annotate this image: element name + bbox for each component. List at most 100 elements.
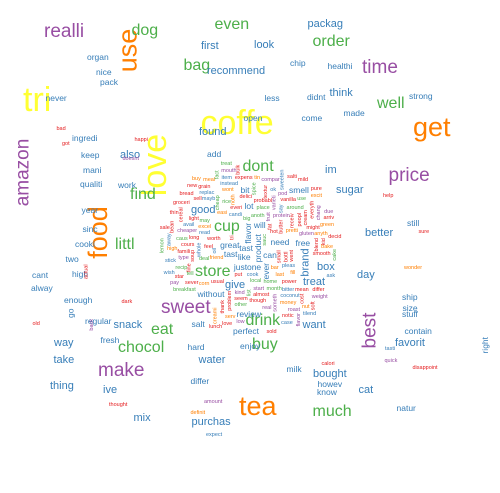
cloud-word: anoth [250, 213, 265, 220]
cloud-word: gluten [298, 231, 314, 238]
cloud-word: day [357, 268, 375, 281]
cloud-word: thing [50, 379, 74, 392]
cloud-word: ask [326, 273, 336, 280]
cloud-word: order [312, 33, 350, 50]
cloud-word: tea [239, 390, 277, 421]
cloud-word: ok [270, 186, 277, 193]
cloud-word: sure [418, 229, 430, 235]
cloud-word: even [214, 16, 250, 33]
cloud-word: read [199, 230, 211, 237]
cloud-word: rice [222, 198, 232, 205]
cloud-word: keep [81, 149, 100, 160]
cloud-word: cake [332, 248, 339, 261]
cloud-word: bag [183, 57, 211, 74]
cloud-word: receiv [289, 212, 296, 228]
cloud-word: caus [176, 235, 188, 242]
cloud-word: milk [286, 363, 302, 374]
cloud-word: use [297, 195, 307, 202]
cloud-word: low [236, 318, 245, 325]
cloud-word: box [317, 260, 335, 273]
cloud-word: usual [210, 279, 225, 286]
cloud-word: im [325, 163, 337, 176]
cloud-word: lot [244, 200, 254, 211]
cloud-word: natur [396, 402, 416, 413]
cloud-word: ingredi [72, 132, 98, 143]
cloud-word: bad [56, 126, 66, 132]
cloud-word: way [54, 336, 74, 349]
cloud-word: nice [96, 66, 112, 77]
cloud-word: stuff [402, 308, 418, 319]
cloud-word: decid [328, 234, 342, 240]
cloud-word: dark [121, 299, 133, 305]
cloud-word: place [256, 205, 270, 212]
cloud-word: recip [175, 264, 188, 271]
cloud-word: tast [223, 249, 238, 260]
cloud-word: store [195, 263, 231, 280]
cloud-word: find [130, 186, 156, 203]
cloud-word: light [188, 215, 199, 222]
cloud-word: differ [190, 375, 210, 386]
cloud-word: long [188, 234, 200, 241]
cloud-word: much [312, 403, 352, 420]
cloud-word: everi [230, 204, 243, 211]
cloud-word: flavor [243, 222, 254, 244]
cloud-word: delici [239, 193, 252, 200]
cloud-word: candi [228, 211, 243, 218]
cloud-word: fill [290, 269, 296, 276]
cloud-word: dont [242, 158, 274, 175]
cloud-word: realli [44, 20, 85, 42]
cloud-word: excit [310, 193, 323, 200]
cloud-word: tri [23, 81, 52, 119]
cloud-word: groceri [172, 200, 190, 207]
cloud-word: sold [266, 328, 277, 335]
cloud-word: qualiti [80, 178, 103, 189]
cloud-word: around [286, 204, 304, 211]
cloud-word: corn [198, 281, 210, 288]
cloud-word: thank [219, 299, 226, 313]
cloud-word: friend [209, 254, 224, 261]
cloud-word: made [343, 107, 365, 118]
cloud-word: ship [402, 291, 418, 302]
cloud-word: better [365, 226, 394, 239]
cloud-word: expect [206, 432, 223, 438]
cloud-word: notic [281, 313, 294, 320]
cloud-word: case [281, 319, 293, 326]
cloud-word: salti [287, 173, 297, 180]
cloud-word: replac [199, 189, 215, 196]
cloud-word: cheaper [177, 228, 198, 235]
cloud-word: come [301, 112, 323, 123]
cloud-word: new [187, 183, 198, 190]
cloud-word: review [236, 308, 262, 319]
cloud-word: need [270, 236, 290, 247]
cloud-word: arriv [323, 214, 335, 221]
cloud-word: tast [239, 243, 253, 253]
cloud-word: water [198, 353, 226, 366]
cloud-word: power [281, 279, 297, 286]
cloud-word: quick [384, 358, 398, 364]
cloud-word: famili [177, 249, 191, 256]
cloud-word: treat [220, 161, 232, 168]
cloud-word: cant [32, 269, 49, 280]
cloud-word: bake [321, 244, 334, 251]
cloud-word: cooki [75, 238, 95, 249]
cloud-word: go [64, 308, 75, 318]
cloud-word: eat [151, 321, 174, 338]
cloud-word: varieti [271, 195, 278, 211]
cloud-word: size [402, 302, 418, 313]
cloud-word: chip [290, 57, 306, 68]
cloud-word: might [306, 224, 320, 231]
cloud-word: though [249, 297, 267, 304]
cloud-word: get [413, 111, 451, 142]
cloud-word: mayb [201, 196, 216, 203]
cloud-word: contain [404, 325, 432, 336]
cloud-word: work [118, 179, 136, 190]
cloud-word: got [62, 141, 70, 147]
cloud-word: oil [212, 248, 219, 254]
cloud-word: may [199, 217, 210, 224]
cloud-word: found [199, 125, 227, 138]
cloud-word: look [254, 38, 275, 51]
cloud-word: back [89, 318, 96, 331]
cloud-word: ive [103, 383, 118, 396]
cloud-word: wont [222, 187, 234, 193]
cloud-word: cook [246, 271, 259, 278]
